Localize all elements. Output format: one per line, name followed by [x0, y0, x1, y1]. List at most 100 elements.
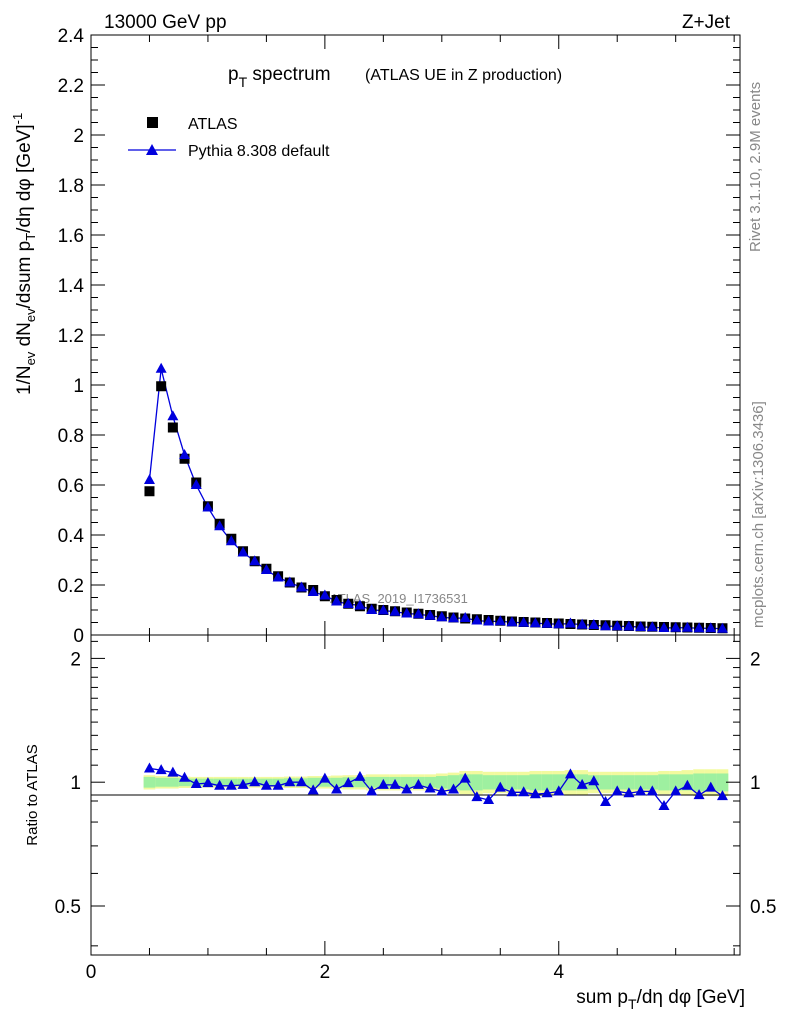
mc-data-point: [284, 576, 296, 587]
mc-data-point: [646, 621, 658, 632]
ratio-mc-point: [588, 775, 600, 786]
ratio-mc-point: [284, 776, 296, 787]
header-right-label: Z+Jet: [682, 12, 731, 33]
band-inner-segment: [693, 773, 705, 792]
band-inner-segment: [354, 777, 366, 788]
ratio-panel: 0.5 0.5 1 1 2 2 0 2 4: [55, 634, 776, 983]
mc-data-point: [693, 622, 705, 633]
band-inner-segment: [611, 775, 624, 790]
mc-data-point: [471, 614, 483, 625]
mc-data-point: [494, 615, 506, 626]
legend-mc-marker: [146, 144, 158, 155]
ratio-mc-point: [143, 762, 155, 773]
atlas-data-point: [156, 381, 167, 392]
main-y-tick-label: 0.2: [58, 576, 84, 597]
atlas-data-point: [167, 422, 178, 433]
header-left-label: 13000 GeV pp: [104, 12, 227, 33]
main-y-tick-label: 0: [73, 626, 84, 647]
band-inner-segment: [307, 777, 320, 787]
ratio-mc-point: [611, 785, 623, 796]
atlas-data-point: [144, 486, 155, 497]
mc-data-point: [366, 604, 378, 614]
main-y-tick-label: 1.6: [58, 226, 84, 247]
mc-data-point: [459, 612, 471, 622]
ratio-mc-point: [260, 779, 272, 790]
mc-data-point: [214, 520, 226, 531]
ratio-mc-point: [600, 796, 612, 807]
main-y-axis-label: 1/Nev dNev/dsum pT/dη dφ [GeV]-1: [10, 113, 38, 395]
band-inner-segment: [155, 777, 168, 787]
band-inner-segment: [658, 774, 670, 791]
plot-title: pT spectrum: [228, 64, 331, 90]
mc-data-point: [377, 604, 389, 615]
mc-data-point: [658, 622, 670, 632]
rivet-label: Rivet 3.1.10, 2.9M events: [747, 82, 764, 252]
title-rest: spectrum: [247, 64, 330, 85]
mc-data-point: [249, 555, 261, 566]
ratio-x-ticks: 0 2 4: [86, 635, 735, 983]
main-y-tick-label: 0.8: [58, 426, 84, 447]
mc-data-point: [202, 501, 214, 512]
main-y-ticks: 0 0.2 0.4 0.6 0.8 1 1.2 1.4 1.6 1.8 2 2.2 2.4: [58, 26, 740, 647]
ratio-mc-point: [693, 789, 705, 800]
ratio-mc-point: [459, 772, 471, 783]
mc-data-point: [600, 620, 612, 631]
band-inner-segment: [646, 775, 659, 790]
ratio-mc-point: [658, 800, 670, 811]
main-y-tick-label: 2.2: [58, 76, 84, 97]
main-y-tick-label: 1.4: [58, 276, 85, 297]
band-inner-segment: [716, 773, 729, 792]
mc-data-point: [237, 546, 249, 557]
ratio-mc-point: [190, 777, 202, 788]
ratio-y-axis-label: Ratio to ATLAS: [24, 744, 41, 845]
ratio-mc-point: [155, 764, 167, 775]
ratio-mc-point: [167, 766, 179, 777]
ratio-panel-frame: [90, 634, 741, 956]
mc-data-point: [331, 595, 343, 606]
mc-data-point: [564, 617, 576, 628]
ratio-y-tick-label: 0.5: [55, 897, 81, 918]
ratio-mc-point: [564, 768, 576, 779]
mc-data-point: [412, 608, 424, 619]
x-tick-label: 2: [320, 962, 331, 983]
ratio-mc-point: [401, 783, 413, 794]
main-y-tick-label: 2.4: [58, 26, 85, 47]
mc-data-point: [143, 474, 155, 484]
mc-data-point: [319, 589, 331, 600]
ratio-mc-point: [179, 771, 191, 782]
band-inner-segment: [634, 775, 647, 790]
ratio-mc-point: [681, 779, 693, 790]
mc-data-point: [681, 621, 693, 632]
mc-data-point: [518, 616, 530, 627]
ratio-mc-point: [214, 779, 226, 790]
ratio-mc-point: [635, 785, 647, 796]
ratio-mc-point: [553, 785, 565, 796]
mc-data-point: [705, 622, 717, 633]
band-inner-segment: [669, 774, 682, 791]
mc-data-point: [424, 609, 436, 620]
band-inner-segment: [447, 775, 460, 790]
title-subscript: T: [239, 74, 248, 90]
mc-data-point: [529, 617, 541, 628]
mc-data-point: [401, 607, 413, 618]
band-inner-segment: [599, 775, 612, 790]
mc-data-point: [260, 564, 272, 574]
ratio-mc-point: [342, 777, 354, 788]
mc-data-point: [190, 479, 202, 489]
x-tick-label: 0: [86, 962, 97, 983]
ratio-y-ticks: 0.5 0.5 1 1 2 2: [55, 640, 776, 947]
mc-data-point: [483, 615, 495, 626]
band-inner-segment: [506, 775, 518, 790]
ratio-mc-point: [529, 788, 541, 799]
mc-data-point: [588, 619, 600, 629]
ratio-mc-point: [354, 770, 366, 781]
mc-data-point: [576, 618, 588, 629]
mc-data-point: [506, 616, 518, 627]
ratio-mc-point: [670, 785, 682, 796]
mc-data-point: [635, 621, 647, 631]
ratio-data-points: [143, 762, 728, 811]
ratio-y-tick-label-right: 1: [750, 773, 761, 794]
band-inner-segment: [400, 776, 413, 788]
ratio-mc-point: [272, 779, 284, 790]
main-x-ticks: [90, 35, 735, 635]
